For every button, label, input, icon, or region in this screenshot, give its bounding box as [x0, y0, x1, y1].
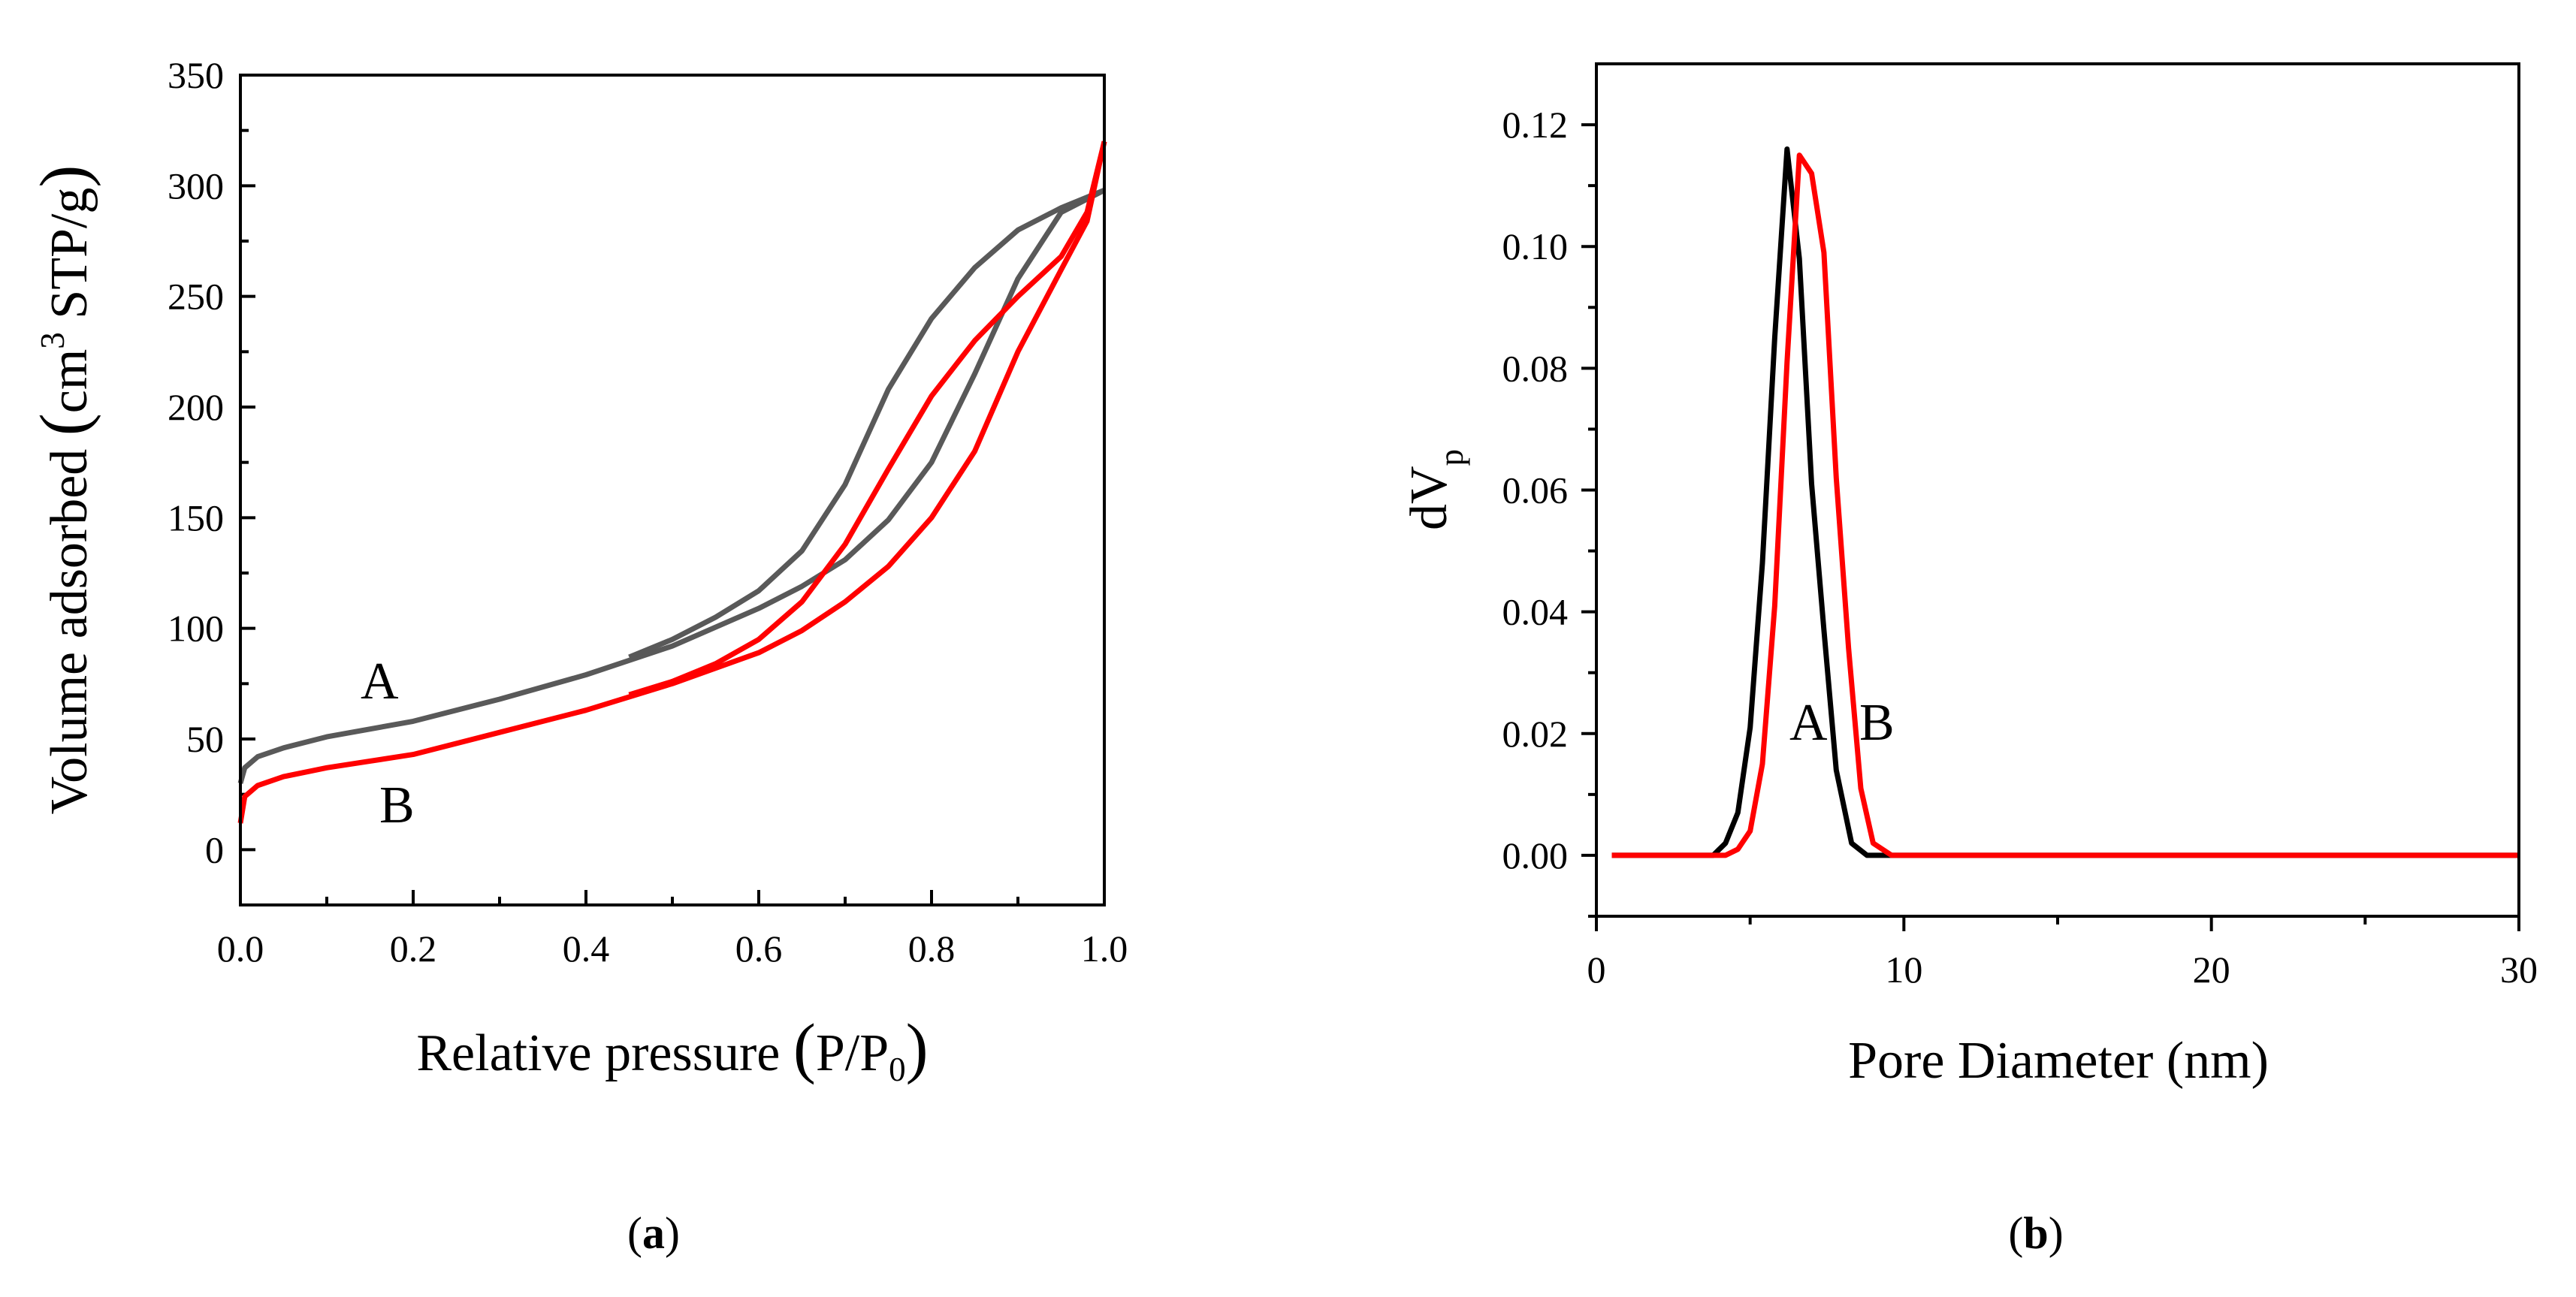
- y-tick-label-psd: 0.10: [1502, 225, 1569, 267]
- x-tick-label: 0.2: [390, 928, 437, 970]
- y-tick-label-psd: 0.06: [1502, 469, 1569, 511]
- panel-a-caption: (a): [627, 1208, 680, 1258]
- y-tick-label: 50: [186, 718, 224, 760]
- panel-b-pore-distribution-chart: 0 10 20 300.000.020.040.060.080.100.12 A B …: [1400, 62, 2538, 1258]
- panel-a-isotherm-chart: 0.0 0.2 0.4 0.6 0.8 1.0050100150200250300350 …: [27, 54, 1128, 1258]
- x-tick-label: 1.0: [1081, 928, 1128, 970]
- y-tick-label: 250: [168, 276, 224, 318]
- series-B-desorption-line: [628, 140, 1107, 698]
- y-tick-label: 300: [168, 164, 224, 207]
- y-tick-label-psd: 0.12: [1502, 104, 1569, 146]
- y-tick-label: 0: [205, 828, 224, 870]
- x-tick-label: 0.0: [217, 928, 264, 970]
- x-tick-label: 0.4: [563, 928, 610, 970]
- panel-a-minor-ticks: [240, 128, 1019, 906]
- y-tick-label: 350: [168, 54, 224, 96]
- y-tick-label: 100: [168, 608, 224, 650]
- curve-label-A: A: [361, 653, 399, 710]
- series-A-desorption-line: [628, 187, 1106, 660]
- series-A-adsorption-line: [237, 188, 1106, 784]
- y-tick-label: 150: [168, 496, 224, 538]
- x-tick-label: 0.8: [908, 928, 956, 970]
- panel-b-caption: (b): [2008, 1208, 2063, 1258]
- y-tick-label-psd: 0.08: [1502, 347, 1569, 389]
- x-axis-title-psd: Pore Diameter (nm): [1848, 1032, 2269, 1090]
- panel-a-plot-frame: [239, 74, 1106, 906]
- x-tick-label-psd: 30: [2500, 949, 2538, 991]
- panel-b-curves: [1611, 146, 2519, 858]
- x-axis-title: Relative pressure (P/P0): [416, 1011, 928, 1088]
- y-tick-label-psd: 0.02: [1502, 713, 1569, 755]
- curve-label-A-psd: A: [1789, 694, 1828, 752]
- x-tick-label-psd: 10: [1885, 949, 1922, 991]
- panel-a-tick-labels: 0.0 0.2 0.4 0.6 0.8 1.0 0 50 100 150 200 250 300 350: [168, 54, 1128, 970]
- y-axis-title-psd: dVp: [1400, 449, 1470, 530]
- y-tick-label-psd: 0.00: [1502, 834, 1569, 876]
- y-tick-label: 200: [168, 386, 224, 428]
- y-tick-label-psd: 0.04: [1502, 591, 1569, 633]
- panel-b-plot-frame: [1595, 62, 2520, 918]
- series-B-psd-line: [1611, 152, 2519, 858]
- panel-b-minor-ticks: [1588, 184, 2367, 924]
- curve-label-B: B: [379, 777, 415, 834]
- y-axis-title: Volume adsorbed (cm3 STP/g): [27, 165, 101, 815]
- x-tick-label-psd: 0: [1587, 949, 1606, 991]
- curve-label-B-psd: B: [1859, 694, 1895, 752]
- series-B-adsorption-line: [237, 140, 1107, 824]
- series-A-psd-line: [1611, 146, 2519, 858]
- panel-b-tick-labels: 0 10 20 30 0.00 0.02 0.04 0.06 0.08 0.10 0.12: [1502, 104, 2538, 991]
- x-tick-label-psd: 20: [2193, 949, 2230, 991]
- x-tick-label: 0.6: [735, 928, 783, 970]
- panel-a-curves: [237, 140, 1107, 824]
